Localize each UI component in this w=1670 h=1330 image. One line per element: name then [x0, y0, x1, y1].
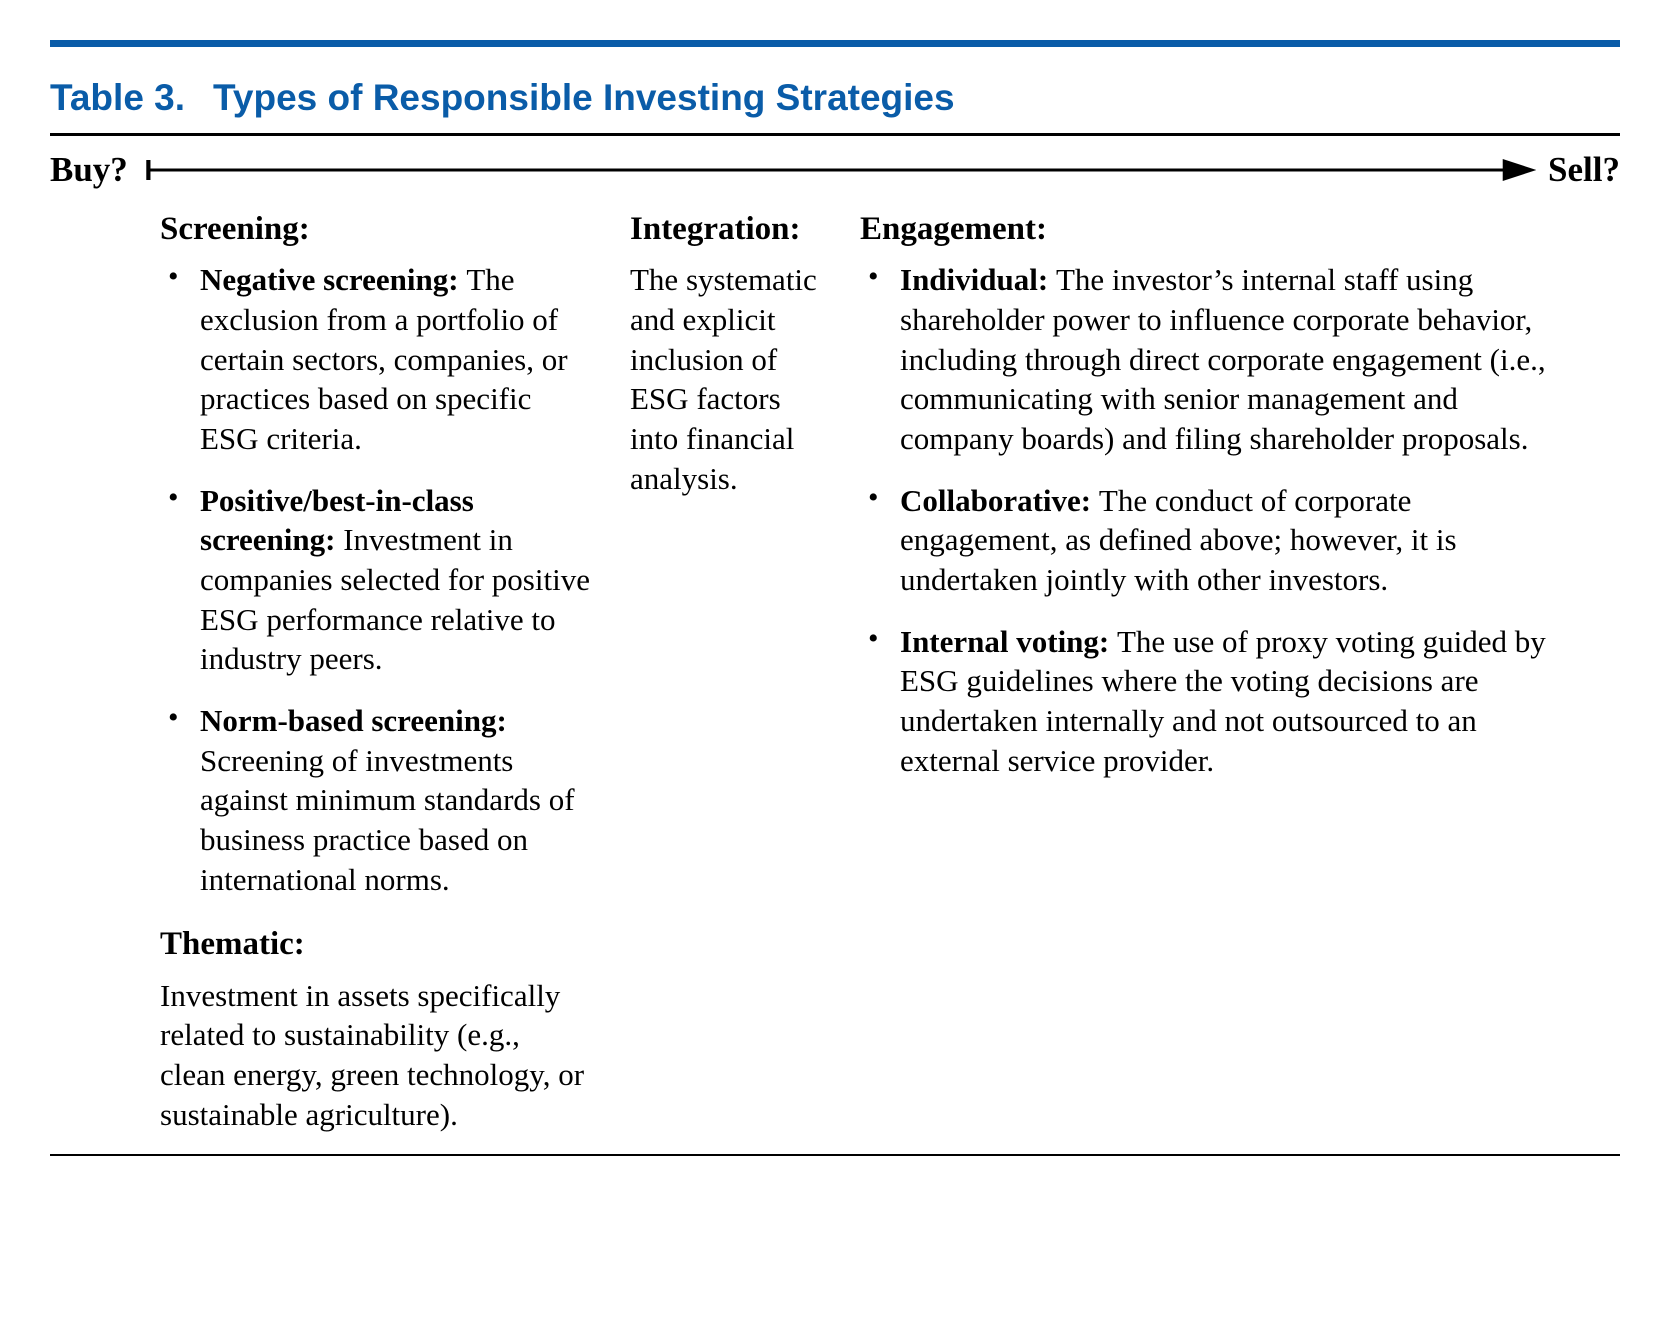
item-label: Individual: [900, 262, 1056, 297]
item-label: Negative screening: [200, 262, 466, 297]
content-grid: Screening: Negative screening: The exclu… [50, 208, 1620, 1144]
column-engagement: Engagement: Individual: The investor’s i… [860, 208, 1560, 1144]
list-item: Internal voting: The use of proxy voting… [860, 622, 1550, 781]
axis-left-label: Buy? [50, 150, 140, 190]
buy-sell-axis: Buy? Sell? [50, 150, 1620, 190]
axis-right-label: Sell? [1536, 150, 1620, 190]
table-caption: Table 3. [50, 77, 185, 118]
integration-heading: Integration: [630, 208, 830, 250]
item-label: Internal voting: [900, 624, 1117, 659]
list-item: Collaborative: The conduct of corporate … [860, 481, 1550, 600]
top-rule [50, 40, 1620, 47]
engagement-heading: Engagement: [860, 208, 1550, 250]
thematic-heading: Thematic: [160, 923, 590, 965]
thematic-body: Investment in assets specifically relate… [160, 976, 590, 1135]
item-body: Screening of investments against minimum… [200, 743, 575, 897]
table-title: Table 3. Types of Responsible Investing S… [50, 77, 1620, 119]
engagement-list: Individual: The investor’s internal staf… [860, 260, 1550, 780]
title-rule [50, 133, 1620, 136]
item-label: Collaborative: [900, 483, 1099, 518]
list-item: Norm-based screening: Screening of inves… [160, 701, 590, 899]
table-title-text: Types of Responsible Investing Strategie… [213, 77, 955, 118]
integration-body: The systematic and explicit inclusion of… [630, 260, 830, 498]
column-screening-thematic: Screening: Negative screening: The exclu… [160, 208, 630, 1144]
column-integration: Integration: The systematic and explicit… [630, 208, 860, 1144]
screening-list: Negative screening: The exclusion from a… [160, 260, 590, 899]
list-item: Positive/best-in-class screening: Invest… [160, 481, 590, 679]
screening-heading: Screening: [160, 208, 590, 250]
bottom-rule [50, 1154, 1620, 1156]
item-label: Norm-based screening: [200, 703, 507, 738]
axis-arrow-icon [140, 156, 1536, 184]
list-item: Individual: The investor’s internal staf… [860, 260, 1550, 458]
list-item: Negative screening: The exclusion from a… [160, 260, 590, 458]
